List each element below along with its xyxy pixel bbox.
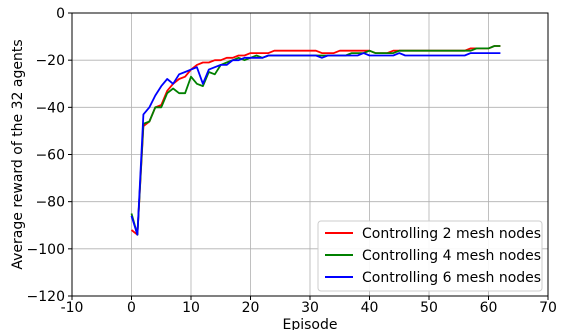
- x-axis-label: Episode: [283, 317, 338, 330]
- legend-label: Controlling 4 mesh nodes: [362, 248, 541, 264]
- series-lines: [130, 45, 501, 236]
- y-axis-label: Average reward of the 32 agents: [10, 39, 26, 269]
- x-tick-label: 0: [127, 300, 136, 316]
- x-tick-label: -10: [61, 300, 84, 316]
- series-line-3: [130, 52, 501, 236]
- y-tick-label: −100: [27, 242, 65, 258]
- y-tick-label: −40: [35, 100, 65, 116]
- y-tick-label: 0: [56, 6, 65, 22]
- legend: Controlling 2 mesh nodes Controlling 4 me…: [317, 220, 543, 292]
- axis-ticks: -10 0 10 20 30 40 50 60 70 −120 −100 −80 −60 −40 −20 0: [27, 6, 557, 316]
- legend-box: [317, 220, 543, 292]
- legend-label: Controlling 6 mesh nodes: [362, 270, 541, 286]
- y-tick-label: −60: [35, 148, 65, 164]
- x-tick-label: 60: [480, 300, 498, 316]
- x-tick-label: 10: [182, 300, 200, 316]
- series-line-1: [130, 45, 501, 236]
- y-tick-label: −20: [35, 53, 65, 69]
- x-tick-label: 50: [420, 300, 438, 316]
- x-tick-label: 30: [301, 300, 319, 316]
- y-tick-label: −80: [35, 195, 65, 211]
- x-tick-label: 40: [361, 300, 379, 316]
- y-tick-label: −120: [27, 289, 65, 305]
- x-tick-label: 70: [539, 300, 557, 316]
- legend-label: Controlling 2 mesh nodes: [362, 226, 541, 242]
- x-tick-label: 20: [242, 300, 260, 316]
